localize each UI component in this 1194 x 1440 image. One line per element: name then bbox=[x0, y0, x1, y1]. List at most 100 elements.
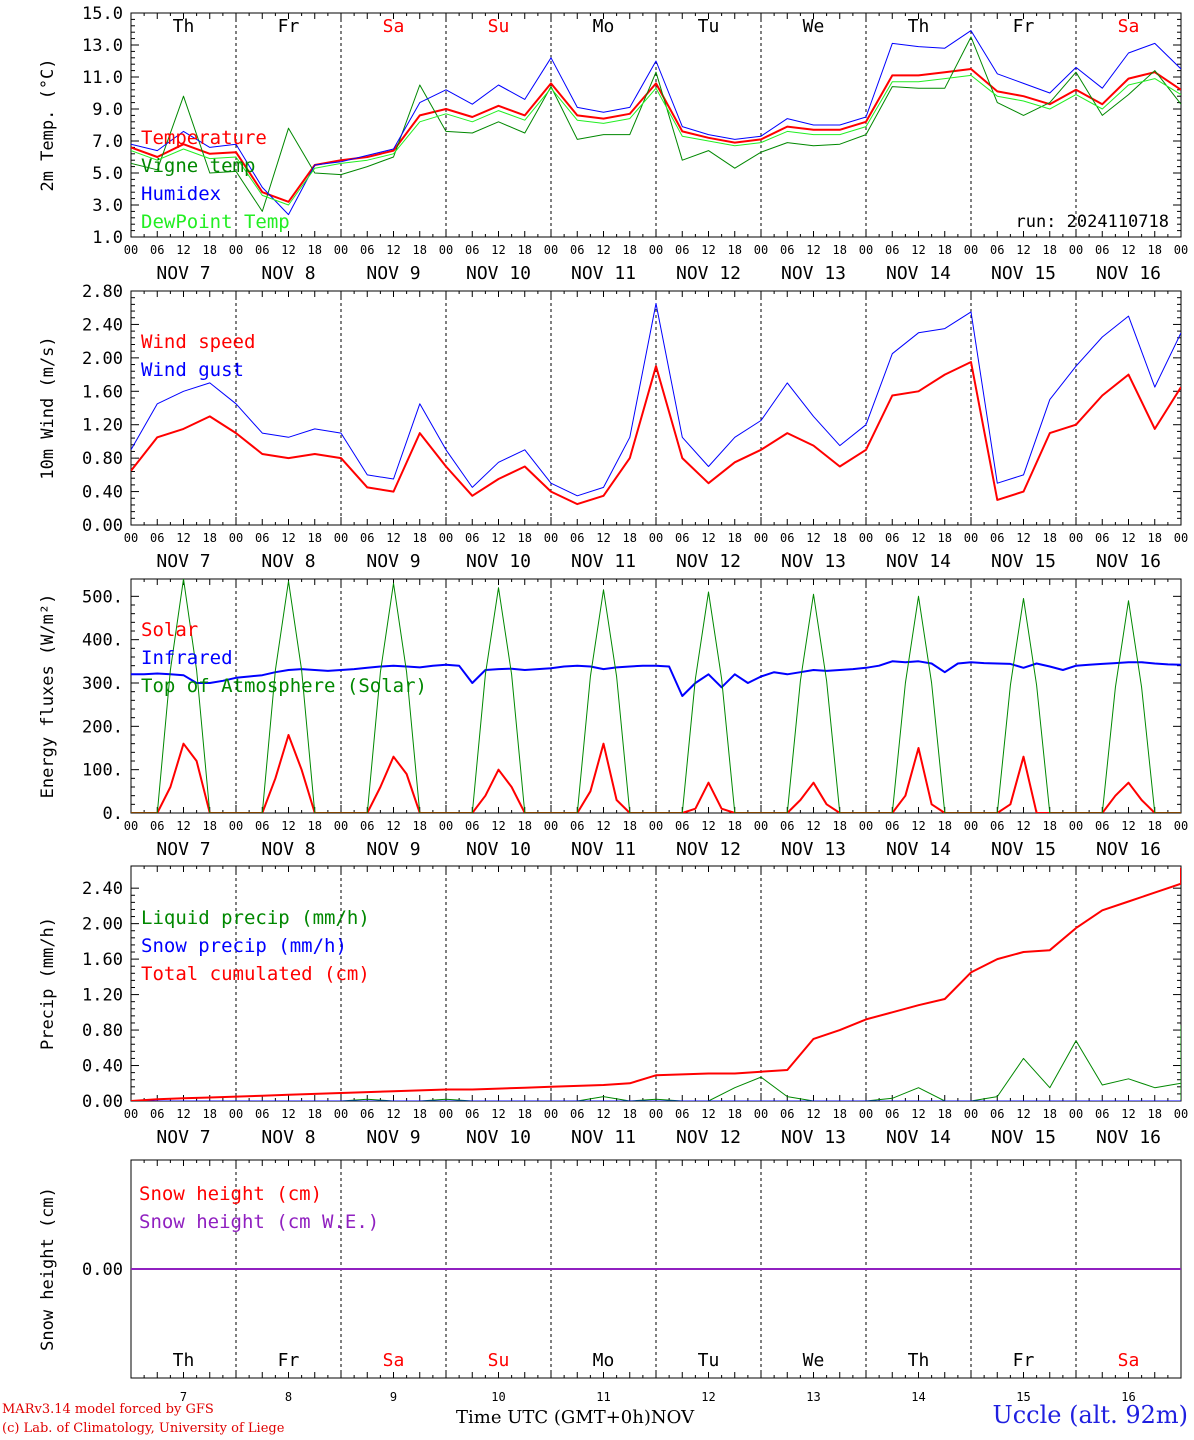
legend-entry: Humidex bbox=[141, 183, 221, 205]
hour-tick-label: 12 bbox=[491, 1107, 505, 1121]
hour-tick-label: 00 bbox=[649, 1107, 663, 1121]
weekday-label: Mo bbox=[593, 1350, 615, 1371]
hour-tick-label: 18 bbox=[518, 243, 532, 257]
weekday-label: Th bbox=[908, 1350, 930, 1371]
hour-tick-label: 06 bbox=[150, 1107, 164, 1121]
hour-tick-label: 06 bbox=[885, 819, 899, 833]
weekday-label: Fr bbox=[1013, 16, 1035, 37]
hour-tick-label: 12 bbox=[596, 243, 610, 257]
hour-tick-label: 00 bbox=[964, 531, 978, 545]
hour-tick-label: 00 bbox=[229, 531, 243, 545]
hour-tick-label: 06 bbox=[150, 243, 164, 257]
hour-tick-label: 18 bbox=[518, 819, 532, 833]
hour-tick-label: 00 bbox=[1069, 531, 1083, 545]
series-line-total-cumulated-cm- bbox=[131, 867, 1181, 1101]
hour-tick-label: 12 bbox=[491, 243, 505, 257]
series-line-dewpoint-temp bbox=[131, 74, 1181, 206]
date-label: NOV 15 bbox=[991, 263, 1056, 284]
y-tick-label: 0.80 bbox=[82, 449, 123, 469]
hour-tick-label: 18 bbox=[203, 243, 217, 257]
hour-tick-label: 06 bbox=[780, 531, 794, 545]
hour-tick-label: 18 bbox=[1148, 819, 1162, 833]
series-line-solar bbox=[131, 734, 1181, 813]
hour-tick-label: 12 bbox=[911, 819, 925, 833]
x-axis-title: Time UTC (GMT+0h)NOV bbox=[456, 1407, 694, 1428]
hour-tick-label: 12 bbox=[701, 531, 715, 545]
hour-tick-label: 06 bbox=[780, 1107, 794, 1121]
date-label: NOV 16 bbox=[1096, 551, 1161, 572]
hour-tick-label: 00 bbox=[124, 531, 138, 545]
day-number-label: 13 bbox=[806, 1390, 820, 1404]
x-axis-title-text: Time UTC (GMT+0h) bbox=[456, 1407, 651, 1428]
hour-tick-label: 06 bbox=[255, 531, 269, 545]
legend-entry: DewPoint Temp bbox=[141, 211, 290, 233]
hour-tick-label: 00 bbox=[859, 1107, 873, 1121]
y-axis-label: Energy fluxes (W/m²) bbox=[38, 594, 58, 799]
hour-tick-label: 00 bbox=[649, 819, 663, 833]
date-label: NOV 13 bbox=[781, 263, 846, 284]
date-label: NOV 8 bbox=[261, 1127, 315, 1148]
y-tick-label: 2.40 bbox=[82, 315, 123, 335]
date-label: NOV 12 bbox=[676, 839, 741, 860]
hour-tick-label: 00 bbox=[1069, 243, 1083, 257]
hour-tick-label: 00 bbox=[754, 819, 768, 833]
series-line-wind-gust bbox=[131, 303, 1181, 497]
series-line-liquid-precip-mm-h- bbox=[131, 1025, 1181, 1101]
date-label: NOV 11 bbox=[571, 1127, 636, 1148]
legend-entry: Temperature bbox=[141, 127, 267, 149]
hour-tick-label: 00 bbox=[544, 243, 558, 257]
hour-tick-label: 06 bbox=[360, 819, 374, 833]
hour-tick-label: 06 bbox=[885, 1107, 899, 1121]
date-label: NOV 7 bbox=[156, 839, 210, 860]
hour-tick-label: 18 bbox=[1043, 243, 1057, 257]
y-axis-label: Snow height (cm) bbox=[38, 1187, 58, 1351]
legend-entry: Solar bbox=[141, 619, 198, 641]
hour-tick-label: 18 bbox=[518, 1107, 532, 1121]
date-label: NOV 7 bbox=[156, 263, 210, 284]
y-tick-label: 2.00 bbox=[82, 349, 123, 369]
hour-tick-label: 12 bbox=[596, 819, 610, 833]
date-label: NOV 15 bbox=[991, 1127, 1056, 1148]
y-tick-label: 100. bbox=[82, 761, 123, 781]
legend-entry: Wind speed bbox=[141, 331, 255, 353]
hour-tick-label: 00 bbox=[334, 531, 348, 545]
panel-1: 1.0 3.0 5.0 7.0 9.0 11.0 13.0 15.0 2m Temp. (°C)… bbox=[38, 4, 1188, 284]
y-tick-label: 2.40 bbox=[82, 879, 123, 899]
date-label: NOV 8 bbox=[261, 839, 315, 860]
hour-tick-label: 00 bbox=[964, 819, 978, 833]
legend-entry: Snow height (cm W.E.) bbox=[139, 1211, 379, 1233]
hour-tick-label: 18 bbox=[203, 819, 217, 833]
date-label: NOV 13 bbox=[781, 1127, 846, 1148]
weekday-label: Th bbox=[173, 1350, 195, 1371]
hour-tick-label: 00 bbox=[754, 531, 768, 545]
hour-tick-label: 12 bbox=[596, 531, 610, 545]
hour-tick-label: 06 bbox=[570, 243, 584, 257]
hour-tick-label: 00 bbox=[124, 1107, 138, 1121]
hour-tick-label: 12 bbox=[176, 531, 190, 545]
hour-tick-label: 18 bbox=[413, 819, 427, 833]
hour-tick-label: 00 bbox=[544, 531, 558, 545]
hour-tick-label: 06 bbox=[150, 819, 164, 833]
hour-tick-label: 18 bbox=[1043, 531, 1057, 545]
day-number-label: 8 bbox=[285, 1390, 292, 1404]
hour-tick-label: 12 bbox=[701, 819, 715, 833]
day-number-label: 15 bbox=[1016, 1390, 1030, 1404]
hour-tick-label: 06 bbox=[360, 1107, 374, 1121]
series-line-humidex bbox=[131, 30, 1181, 216]
date-label: NOV 8 bbox=[261, 551, 315, 572]
y-tick-label: 2.00 bbox=[82, 915, 123, 935]
y-tick-label: 0.00 bbox=[82, 516, 123, 536]
hour-tick-label: 12 bbox=[701, 1107, 715, 1121]
hour-tick-label: 18 bbox=[1148, 1107, 1162, 1121]
hour-tick-label: 06 bbox=[570, 1107, 584, 1121]
hour-tick-label: 18 bbox=[308, 1107, 322, 1121]
hour-tick-label: 18 bbox=[1043, 1107, 1057, 1121]
y-tick-label: 500. bbox=[82, 587, 123, 607]
y-tick-label: 0. bbox=[103, 804, 123, 824]
hour-tick-label: 18 bbox=[518, 531, 532, 545]
date-label: NOV 11 bbox=[571, 551, 636, 572]
hour-tick-label: 18 bbox=[308, 819, 322, 833]
legend-entry: Snow height (cm) bbox=[139, 1183, 322, 1205]
hour-tick-label: 12 bbox=[281, 1107, 295, 1121]
